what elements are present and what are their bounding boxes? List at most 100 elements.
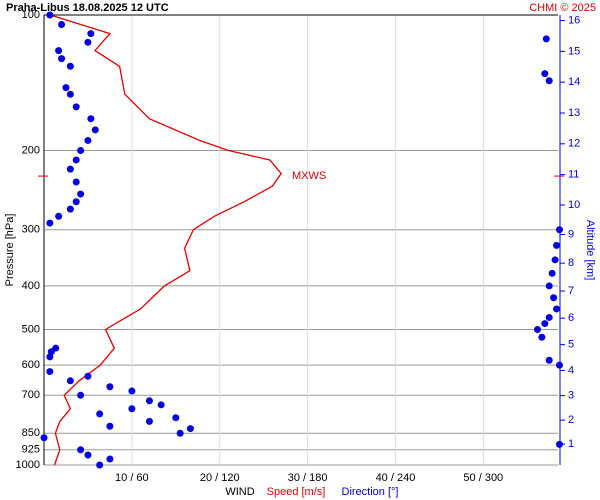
direction-point xyxy=(106,422,114,430)
direction-point xyxy=(545,313,553,321)
direction-point xyxy=(555,440,563,448)
direction-point xyxy=(84,451,92,459)
direction-point xyxy=(555,361,563,369)
direction-point xyxy=(72,156,80,164)
y2-tick-label: 8 xyxy=(568,257,574,269)
direction-point xyxy=(545,282,553,290)
direction-point xyxy=(84,372,92,380)
y2-tick-label: 12 xyxy=(568,138,580,150)
direction-point xyxy=(106,455,114,463)
y-tick-label: 700 xyxy=(22,389,40,401)
direction-point xyxy=(87,30,95,38)
direction-point xyxy=(553,241,561,249)
direction-point xyxy=(58,55,66,63)
y2-tick-label: 6 xyxy=(568,312,574,324)
y2-tick-label: 15 xyxy=(568,45,580,57)
speed-label: Speed [m/s] xyxy=(267,486,326,498)
y2-tick-label: 14 xyxy=(568,76,580,88)
direction-point xyxy=(66,165,74,173)
y-tick-label: 850 xyxy=(22,427,40,439)
direction-point xyxy=(541,320,549,328)
direction-point xyxy=(66,377,74,385)
direction-point xyxy=(128,405,136,413)
direction-point xyxy=(58,21,66,29)
direction-point xyxy=(66,205,74,213)
x-tick-label: 30 / 180 xyxy=(288,472,328,484)
direction-point xyxy=(84,136,92,144)
direction-point xyxy=(96,461,104,469)
direction-point xyxy=(72,198,80,206)
x-tick-label: 40 / 240 xyxy=(376,472,416,484)
x-tick-label: 50 / 300 xyxy=(463,472,503,484)
direction-point xyxy=(145,417,153,425)
direction-point xyxy=(77,146,85,154)
direction-point xyxy=(46,219,54,227)
direction-point xyxy=(72,103,80,111)
direction-point xyxy=(52,344,60,352)
direction-point xyxy=(66,62,74,70)
direction-point xyxy=(172,414,180,422)
y-tick-label: 600 xyxy=(22,359,40,371)
direction-point xyxy=(145,397,153,405)
direction-point xyxy=(40,434,48,442)
direction-point xyxy=(72,178,80,186)
y-tick-label: 925 xyxy=(22,444,40,456)
y-tick-label: 1000 xyxy=(16,459,40,471)
x-tick-label: 20 / 120 xyxy=(200,472,240,484)
direction-point xyxy=(545,356,553,364)
direction-point xyxy=(176,429,184,437)
direction-point xyxy=(533,326,541,334)
direction-label: Direction [°] xyxy=(342,486,399,498)
y2-tick-label: 13 xyxy=(568,107,580,119)
direction-point xyxy=(84,38,92,46)
y2-tick-label: 9 xyxy=(568,228,574,240)
y2-axis-label: Altitude [km] xyxy=(584,220,596,281)
direction-point xyxy=(46,11,54,19)
direction-point xyxy=(55,47,63,55)
y-tick-label: 400 xyxy=(22,280,40,292)
direction-point xyxy=(550,294,558,302)
y2-tick-label: 2 xyxy=(568,414,574,426)
direction-point xyxy=(548,269,556,277)
y2-tick-label: 1 xyxy=(568,438,574,450)
direction-point xyxy=(553,305,561,313)
y-tick-label: 300 xyxy=(22,224,40,236)
direction-point xyxy=(77,190,85,198)
direction-point xyxy=(541,70,549,78)
direction-point xyxy=(55,212,63,220)
direction-point xyxy=(87,115,95,123)
direction-point xyxy=(77,446,85,454)
direction-point xyxy=(186,425,194,433)
speed-line xyxy=(50,14,283,466)
direction-point xyxy=(545,77,553,85)
direction-point xyxy=(66,90,74,98)
y2-tick-label: 3 xyxy=(568,390,574,402)
x-axis-label: WIND xyxy=(225,486,254,498)
y-axis-label: Pressure [hPa] xyxy=(4,214,16,287)
credit: CHMI © 2025 xyxy=(529,2,596,14)
direction-point xyxy=(77,391,85,399)
direction-point xyxy=(555,226,563,234)
direction-point xyxy=(551,256,559,264)
y2-tick-label: 10 xyxy=(568,199,580,211)
chart-title: Praha-Libus 18.08.2025 12 UTC xyxy=(6,2,169,14)
direction-point xyxy=(62,84,70,92)
direction-point xyxy=(46,368,54,376)
y2-tick-label: 11 xyxy=(568,169,579,181)
annotation-label: MXWS xyxy=(292,170,326,182)
direction-point xyxy=(128,387,136,395)
y2-tick-label: 16 xyxy=(568,14,580,26)
direction-point xyxy=(96,410,104,418)
y-tick-label: 100 xyxy=(22,9,40,21)
direction-point xyxy=(106,383,114,391)
x-tick-label: 10 / 60 xyxy=(115,472,149,484)
direction-point xyxy=(91,126,99,134)
y-tick-label: 200 xyxy=(22,144,40,156)
y-tick-label: 500 xyxy=(22,323,40,335)
y2-tick-label: 7 xyxy=(568,285,574,297)
y2-tick-label: 4 xyxy=(568,364,574,376)
y2-tick-label: 5 xyxy=(568,339,574,351)
direction-point xyxy=(157,401,165,409)
direction-point xyxy=(538,333,546,341)
